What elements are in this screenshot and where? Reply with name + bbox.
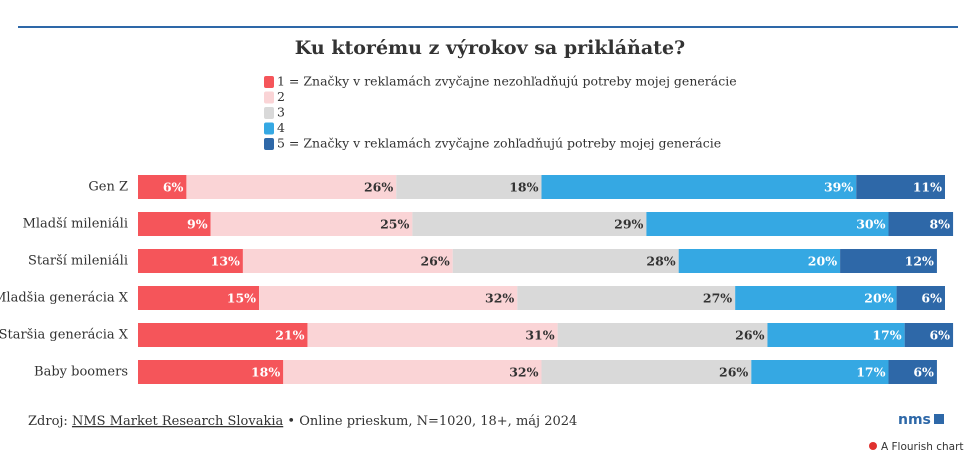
bar-segment xyxy=(896,286,945,310)
source-link[interactable]: NMS Market Research Slovakia xyxy=(72,414,284,429)
source-note: • Online prieskum, N=1020, 18+, máj 2024 xyxy=(287,414,577,429)
bar-segment xyxy=(646,212,889,236)
value-label: 26% xyxy=(420,254,449,269)
legend-swatch xyxy=(264,107,274,119)
bar-segment xyxy=(678,249,841,273)
value-label: 9% xyxy=(187,217,208,232)
value-label: 15% xyxy=(227,291,256,306)
bar-segment xyxy=(259,286,518,310)
value-label: 26% xyxy=(735,328,764,343)
value-label: 13% xyxy=(211,254,240,269)
plot: 1 = Značky v reklamách zvyčajne nezohľad… xyxy=(0,74,954,384)
value-label: 29% xyxy=(614,217,643,232)
value-label: 6% xyxy=(929,328,950,343)
value-label: 8% xyxy=(929,217,950,232)
bar-segment xyxy=(517,286,736,310)
bar-segment xyxy=(557,323,768,347)
bar-segment xyxy=(541,360,752,384)
value-label: 17% xyxy=(856,365,885,380)
value-label: 21% xyxy=(275,328,304,343)
bar-segment xyxy=(138,175,187,199)
bar-segment xyxy=(751,360,889,384)
value-label: 39% xyxy=(824,180,853,195)
bar-segment xyxy=(412,212,647,236)
value-label: 6% xyxy=(913,365,934,380)
legend-label: 5 = Značky v reklamách zvyčajne zohľadňu… xyxy=(277,136,721,151)
value-label: 20% xyxy=(864,291,893,306)
legend-swatch xyxy=(264,76,274,88)
category-label: Mladšia generácia X xyxy=(0,291,129,306)
value-label: 12% xyxy=(905,254,934,269)
bar-segment xyxy=(138,360,284,384)
legend-swatch xyxy=(264,138,274,150)
bar-segment xyxy=(307,323,558,347)
bar-segment xyxy=(888,360,937,384)
logo-square xyxy=(934,414,944,424)
legend-label: 4 xyxy=(277,120,285,135)
bar-segment xyxy=(138,249,243,273)
value-label: 18% xyxy=(509,180,538,195)
value-label: 18% xyxy=(251,365,280,380)
bar-segment xyxy=(767,323,905,347)
bar-segment xyxy=(840,249,937,273)
value-label: 25% xyxy=(380,217,409,232)
value-label: 28% xyxy=(646,254,675,269)
bar-segment xyxy=(452,249,679,273)
source-prefix: Zdroj: xyxy=(28,414,68,429)
legend-label: 2 xyxy=(277,89,285,104)
value-label: 11% xyxy=(913,180,942,195)
bar-segment xyxy=(138,286,260,310)
bar-segment xyxy=(138,212,211,236)
bar-segment xyxy=(856,175,945,199)
bar-segment xyxy=(541,175,857,199)
logo: nms xyxy=(898,412,931,428)
legend-label: 3 xyxy=(277,105,285,120)
category-label: Mladší mileniáli xyxy=(23,217,128,232)
bar-segment xyxy=(396,175,542,199)
category-label: Staršia generácia X xyxy=(0,328,129,343)
bar-segment xyxy=(888,212,954,236)
value-label: 20% xyxy=(808,254,837,269)
value-label: 30% xyxy=(856,217,885,232)
bar-segment xyxy=(138,323,308,347)
flourish-icon xyxy=(869,442,877,450)
value-label: 32% xyxy=(485,291,514,306)
value-label: 26% xyxy=(364,180,393,195)
value-label: 27% xyxy=(703,291,732,306)
bar-segment xyxy=(735,286,897,310)
credit[interactable]: A Flourish chart xyxy=(881,441,964,453)
legend-swatch xyxy=(264,122,274,135)
value-label: 17% xyxy=(872,328,901,343)
value-label: 26% xyxy=(719,365,748,380)
category-label: Starší mileniáli xyxy=(28,254,128,269)
legend-label: 1 = Značky v reklamách zvyčajne nezohľad… xyxy=(277,74,737,89)
bar-segment xyxy=(904,323,954,347)
bar-segment xyxy=(210,212,413,236)
legend-swatch xyxy=(264,91,274,104)
value-label: 6% xyxy=(163,180,184,195)
chart-title: Ku ktorému z výrokov sa prikláňate? xyxy=(295,37,685,59)
bar-segment xyxy=(186,175,397,199)
source: Zdroj: NMS Market Research Slovakia • On… xyxy=(28,414,577,429)
category-label: Baby boomers xyxy=(34,365,128,380)
bar-segment xyxy=(283,360,542,384)
category-label: Gen Z xyxy=(88,180,128,195)
value-label: 31% xyxy=(525,328,554,343)
value-label: 32% xyxy=(509,365,538,380)
bar-segment xyxy=(242,249,453,273)
top-rule xyxy=(18,26,958,28)
value-label: 6% xyxy=(921,291,942,306)
